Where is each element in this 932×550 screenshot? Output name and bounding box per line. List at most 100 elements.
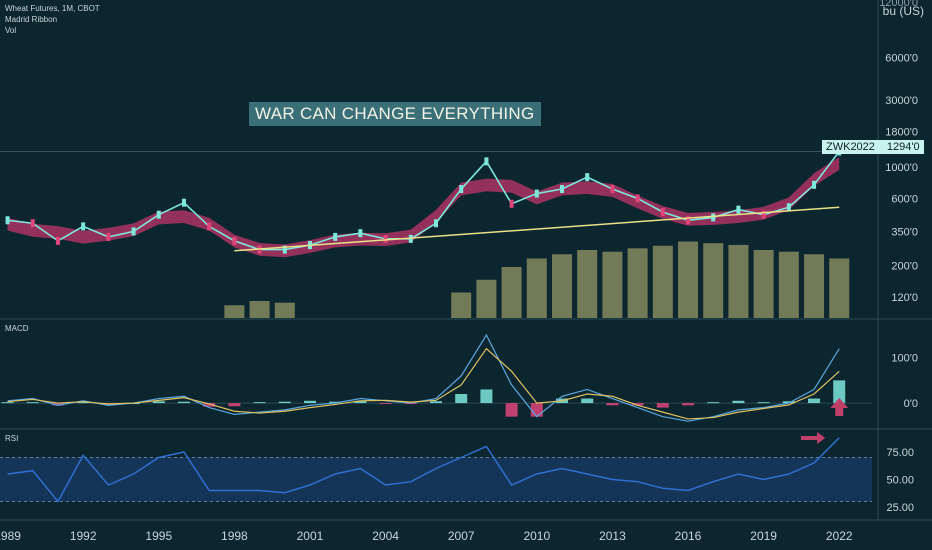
price-point [635,194,640,203]
price-point [534,189,539,198]
rsi-band [0,457,872,502]
price-point [333,232,338,241]
macd-histogram-bar [656,403,669,408]
macd-histogram-bar [51,403,64,406]
volume-bar [224,305,245,318]
price-axis-tick: 12000'0 [879,0,918,9]
rsi-line [7,437,840,503]
macd-histogram-bar [253,402,266,404]
macd-histogram-bar [707,402,720,404]
macd-signal-line [7,347,840,420]
price-point [156,210,161,219]
price-point [282,245,287,254]
macd-histogram-bar [606,403,619,406]
price-axis-tick: 3000'0 [885,95,918,107]
x-axis-tick: 2007 [448,529,475,543]
right-arrow-icon [801,432,826,444]
price-point [686,216,691,225]
macd-histogram-bar [430,401,442,404]
volume-bar [627,248,648,318]
price-axis-tick: 1800'0 [885,126,918,138]
rsi-pane-title: RSI [5,434,19,443]
price-point [711,213,716,222]
price-point [81,222,86,231]
price-point [30,219,35,228]
price-point [812,180,817,189]
volume-bar [753,250,774,318]
macd-histogram-bar [682,403,695,406]
last-price-tag: ZWK2022 1294'0 [822,140,924,154]
x-axis-tick: 1989 [0,529,21,543]
volume-bar [577,250,598,318]
macd-histogram-bar [228,403,241,407]
macd-histogram-bar [278,401,291,404]
macd-histogram-bar [303,400,316,404]
volume-bar [451,292,472,318]
macd-histogram-bar [203,403,216,407]
x-axis-tick: 2019 [750,529,777,543]
price-point [383,234,388,243]
trendline [234,206,840,252]
x-axis-tick: 1998 [221,529,248,543]
price-point [786,203,791,212]
volume-bar [249,301,270,318]
price-point [585,173,590,182]
macd-histogram-bar [833,380,846,404]
macd-histogram-bar [354,400,367,404]
price-point [610,185,615,194]
price-axis-tick: 600'0 [891,193,918,205]
rsi-pane [0,432,872,503]
up-arrow-icon [830,398,849,416]
price-axis-tick: 1000'0 [885,162,918,174]
macd-pane [0,333,872,422]
x-axis-tick: 1995 [145,529,172,543]
rsi-axis-tick: 25.00 [886,502,914,514]
x-axis-tick: 2004 [372,529,399,543]
x-axis-tick: 2001 [297,529,324,543]
macd-histogram-bar [757,402,770,404]
volume-bar [804,254,825,318]
x-axis-tick: 1992 [70,529,97,543]
price-tag-value: 1294'0 [886,141,920,153]
macd-axis-tick: 0'0 [904,398,918,410]
volume-bar [602,251,623,318]
volume-bar [703,243,724,318]
macd-histogram-bar [379,403,392,405]
macd-pane-title: MACD [5,324,29,333]
volume-bar [652,245,673,318]
x-axis-tick: 2016 [675,529,702,543]
price-point [207,222,212,231]
volume-bar [829,258,850,318]
annotation-banner: WAR CAN CHANGE EVERYTHING [249,102,541,126]
macd-histogram-bar [26,402,39,404]
price-tag-symbol: ZWK2022 [826,141,875,153]
volume-bar [552,254,573,318]
price-point [509,199,514,208]
price-axis-unit: bu (US) [883,4,924,18]
volume-bar [476,279,497,318]
price-point [761,210,766,219]
x-axis-tick: 2013 [599,529,626,543]
macd-histogram-bar [732,400,745,404]
macd-histogram-bar [631,403,644,406]
price-point [55,236,60,245]
indicator-ribbon-label: Madrid Ribbon [5,15,58,24]
chart-symbol-title: Wheat Futures, 1M, CBOT [5,4,100,13]
x-axis-tick: 2010 [523,529,550,543]
macd-axis-tick: 100'0 [891,353,918,365]
macd-histogram-bar [455,394,468,404]
macd-histogram-bar [530,403,543,417]
madrid-ribbon [7,157,840,258]
price-axis-tick: 350'0 [891,226,918,238]
price-point [106,232,111,241]
x-axis-tick: 2022 [826,529,853,543]
price-point [232,236,237,245]
price-point [181,198,186,207]
price-point [131,227,136,236]
macd-histogram-bar [808,398,821,404]
macd-histogram-bar [505,403,518,417]
price-axis-tick: 200'0 [891,261,918,273]
